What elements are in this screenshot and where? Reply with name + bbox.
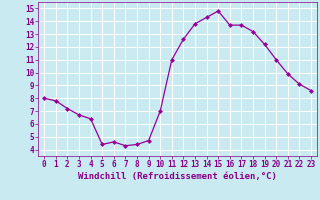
X-axis label: Windchill (Refroidissement éolien,°C): Windchill (Refroidissement éolien,°C) <box>78 172 277 181</box>
